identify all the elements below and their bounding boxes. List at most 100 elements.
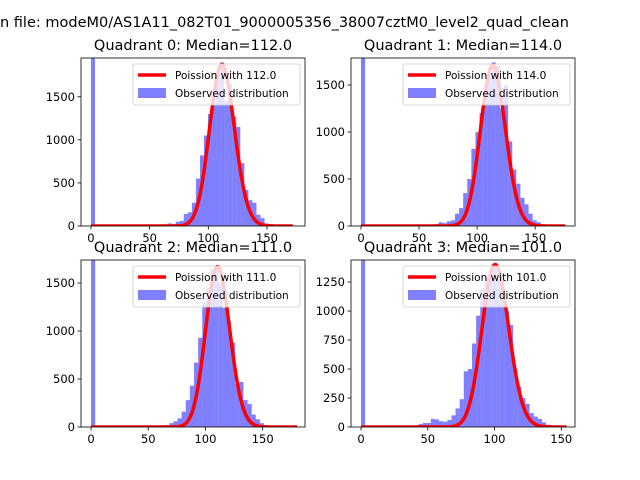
histogram-bar — [226, 321, 232, 427]
histogram-bar — [455, 408, 460, 427]
histogram-bar — [247, 403, 252, 427]
histogram-bar — [504, 84, 509, 226]
x-tick-label: 50 — [412, 231, 427, 245]
histogram-bar — [173, 421, 178, 427]
histogram-bar — [255, 419, 260, 427]
histogram-bar — [488, 273, 493, 427]
subplot-title: Quadrant 1: Median=114.0 — [364, 38, 562, 54]
poisson-curve — [360, 262, 568, 427]
plot-area — [360, 260, 568, 427]
histogram-bar — [508, 141, 513, 226]
x-tick-label: 100 — [194, 432, 216, 446]
histogram-bar — [177, 418, 182, 427]
histogram-bar — [251, 414, 256, 427]
histogram-bar — [512, 169, 517, 226]
histogram-bar — [216, 75, 221, 226]
histogram-bar — [179, 220, 184, 226]
axes-frame — [80, 259, 306, 428]
histogram-bar — [476, 315, 481, 427]
y-tick-label: 750 — [323, 333, 345, 347]
histogram-bar — [513, 369, 518, 427]
histogram-bar — [189, 385, 195, 427]
histogram-bar — [426, 422, 431, 427]
histogram-bar — [212, 105, 217, 226]
legend: Poission with 101.0 Observed distribution — [402, 265, 571, 308]
poisson-curve — [90, 63, 294, 226]
legend: Poission with 111.0 Observed distribution — [132, 265, 301, 308]
histogram-bar — [435, 419, 440, 427]
histogram-bar — [181, 411, 186, 427]
histogram-bar — [220, 62, 225, 226]
histogram-bar — [537, 418, 542, 427]
legend-observed-label: Observed distribution — [445, 88, 559, 100]
y-tick-label: 1250 — [316, 275, 345, 289]
legend-observed-swatch — [138, 290, 166, 300]
plot-area — [360, 58, 566, 226]
x-tick-label: 150 — [524, 231, 546, 245]
y-tick-label: 1000 — [46, 133, 75, 147]
histogram-bar — [208, 114, 213, 226]
y-tick-label: 1000 — [316, 125, 345, 139]
x-tick-label: 150 — [252, 432, 274, 446]
legend-observed-swatch — [408, 88, 436, 98]
x-tick-label: 100 — [484, 432, 506, 446]
histogram-bar — [218, 283, 223, 427]
legend-observed-swatch — [408, 290, 436, 300]
histogram-bar — [483, 94, 488, 226]
plot-area — [90, 260, 298, 427]
y-tick-label: 500 — [53, 372, 75, 386]
y-tick-label: 500 — [53, 176, 75, 190]
histogram-bar — [244, 189, 249, 226]
y-tick-label: 250 — [323, 391, 345, 405]
histogram-bar — [260, 218, 265, 226]
legend-poisson-label: Poission with 112.0 — [175, 70, 276, 82]
histogram-bar — [491, 62, 496, 226]
histogram-bar — [206, 287, 211, 427]
histogram-bar — [210, 268, 215, 427]
y-tick-label: 0 — [68, 219, 75, 233]
histogram-bar — [361, 260, 366, 427]
histogram-bar — [185, 400, 190, 427]
histogram-bar — [459, 399, 464, 427]
histogram-bar — [499, 108, 505, 226]
histogram-bar — [214, 265, 219, 427]
legend-box — [132, 63, 301, 106]
histogram-bar — [492, 266, 497, 427]
legend-box — [132, 265, 301, 308]
histogram-bar — [256, 214, 261, 226]
histogram-bar — [480, 288, 485, 427]
y-tick-label: 0 — [338, 420, 345, 434]
histogram-bar — [475, 131, 480, 226]
histogram-bar — [360, 58, 366, 226]
axes-frame — [350, 259, 576, 428]
x-tick-label: 50 — [420, 432, 435, 446]
legend: Poission with 114.0 Observed distribution — [402, 63, 571, 106]
subplot-title: Quadrant 2: Median=111.0 — [94, 240, 292, 256]
histogram-bar — [430, 418, 436, 427]
legend-observed-swatch — [138, 88, 166, 98]
histogram-bar — [500, 287, 505, 427]
histogram-bar — [454, 213, 460, 226]
x-tick-label: 100 — [197, 231, 219, 245]
histogram-bar — [202, 302, 207, 427]
histogram-bar — [528, 213, 533, 226]
y-tick-label: 1000 — [46, 324, 75, 338]
y-tick-label: 1500 — [46, 276, 75, 290]
histogram-bar — [175, 221, 180, 226]
poisson-curve — [360, 63, 566, 226]
histogram-bar — [504, 311, 510, 427]
subplot-quadrant-3: 0 50 100 150 0 250 500 750 1000 1250 Quadrant 3: M… — [316, 240, 576, 446]
histogram-bar — [524, 204, 529, 226]
histogram-bar — [484, 276, 489, 427]
histogram-bar — [90, 58, 96, 226]
histogram-bar — [438, 222, 443, 226]
histogram-bar — [222, 307, 227, 427]
histogram-bar — [231, 342, 236, 427]
histogram-bar — [240, 163, 245, 226]
histogram-bar — [439, 421, 444, 427]
histogram-bar — [463, 371, 468, 427]
suptitle: n file: modeM0/AS1A11_082T01_9000005356_… — [0, 15, 569, 31]
axes-frame — [80, 57, 306, 227]
